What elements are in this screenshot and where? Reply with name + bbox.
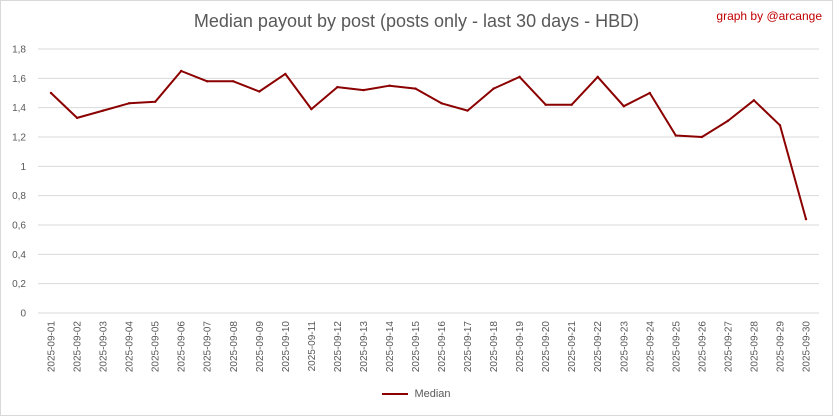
data-point: [258, 90, 261, 93]
data-point: [466, 109, 469, 112]
data-point: [336, 85, 339, 89]
legend: Median: [1, 388, 832, 400]
data-point: [153, 100, 157, 104]
data-point: [101, 109, 105, 112]
data-point: [362, 88, 365, 92]
data-point: [232, 80, 235, 83]
x-tick-label: 2025-09-28: [749, 321, 760, 373]
x-tick-label: 2025-09-09: [255, 321, 266, 373]
data-point: [700, 135, 704, 139]
data-point: [674, 134, 678, 137]
x-tick-label: 2025-09-30: [801, 321, 812, 373]
x-tick-label: 2025-09-14: [385, 321, 396, 373]
data-point: [49, 91, 53, 95]
y-tick-label: 1,6: [12, 74, 26, 85]
x-tick-label: 2025-09-12: [333, 321, 344, 373]
data-point: [75, 116, 79, 120]
y-tick-label: 0,2: [12, 279, 26, 290]
y-tick-label: 0: [20, 309, 26, 320]
x-tick-label: 2025-09-11: [307, 321, 318, 372]
x-tick-label: 2025-09-23: [619, 321, 630, 373]
x-tick-label: 2025-09-13: [359, 321, 370, 373]
data-point: [414, 87, 417, 90]
x-tick-label: 2025-09-19: [515, 321, 526, 373]
x-tick-label: 2025-09-15: [411, 321, 422, 373]
data-point: [388, 84, 391, 87]
x-tick-label: 2025-09-25: [671, 321, 682, 373]
data-point: [622, 105, 625, 108]
data-point: [127, 102, 131, 105]
y-tick-label: 0,4: [12, 250, 26, 261]
y-tick-label: 1,8: [12, 45, 26, 56]
chart-credit: graph by @arcange: [716, 9, 822, 23]
x-tick-label: 2025-09-10: [281, 321, 292, 373]
x-tick-label: 2025-09-21: [567, 321, 578, 373]
x-tick-label: 2025-09-18: [489, 321, 500, 373]
x-tick-label: 2025-09-08: [229, 321, 240, 373]
x-tick-label: 2025-09-29: [775, 321, 786, 373]
y-axis-ticks: 0 0,2 0,4 0,6 0,8 1 1,2 1,4 1,6 1,8: [12, 45, 26, 320]
x-tick-label: 2025-09-26: [697, 321, 708, 373]
data-point: [440, 102, 443, 105]
y-tick-label: 1,4: [12, 103, 26, 114]
x-tick-label: 2025-09-02: [73, 321, 84, 373]
y-tick-label: 0,6: [12, 221, 26, 232]
data-point: [570, 103, 573, 106]
gridlines: [38, 48, 819, 314]
data-point: [310, 107, 313, 111]
x-axis-ticks: 2025-09-01 2025-09-02 2025-09-03 2025-09-04…: [47, 321, 813, 373]
series-layer: [49, 69, 808, 221]
x-tick-label: 2025-09-20: [541, 321, 552, 373]
data-point: [596, 75, 599, 79]
data-point: [726, 119, 730, 123]
x-tick-label: 2025-09-06: [177, 321, 188, 373]
data-point: [752, 99, 756, 102]
legend-swatch-median: [382, 393, 409, 395]
x-tick-label: 2025-09-16: [437, 321, 448, 373]
data-point: [284, 72, 287, 76]
y-tick-label: 1: [20, 162, 26, 173]
data-point: [179, 69, 183, 73]
chart-title: Median payout by post (posts only - last…: [193, 11, 640, 31]
x-tick-label: 2025-09-24: [645, 321, 656, 373]
x-tick-label: 2025-09-17: [463, 321, 474, 373]
data-point: [492, 87, 495, 90]
data-point: [518, 75, 521, 79]
x-tick-label: 2025-09-05: [151, 321, 162, 373]
x-tick-label: 2025-09-27: [723, 321, 734, 373]
data-point: [544, 103, 547, 106]
y-tick-label: 1,2: [12, 133, 26, 144]
x-tick-label: 2025-09-01: [47, 321, 58, 373]
y-tick-label: 0,8: [12, 191, 26, 202]
x-tick-label: 2025-09-07: [203, 321, 214, 373]
data-point: [206, 80, 209, 83]
series-line-median: [50, 70, 807, 220]
x-tick-label: 2025-09-03: [99, 321, 110, 373]
legend-label-median: Median: [414, 388, 451, 400]
data-point: [804, 217, 808, 221]
data-point: [778, 124, 782, 127]
data-point: [648, 91, 651, 95]
x-tick-label: 2025-09-22: [593, 321, 604, 373]
x-tick-label: 2025-09-04: [125, 321, 136, 373]
